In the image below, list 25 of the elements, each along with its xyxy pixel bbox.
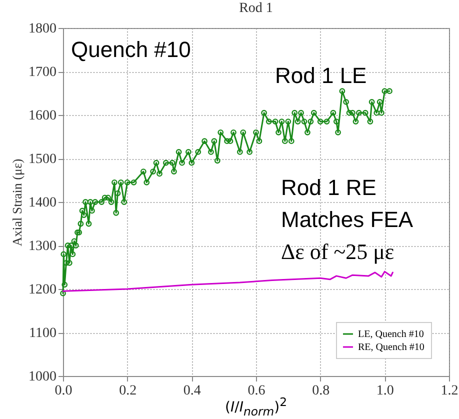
y-tick-label: 1000	[28, 370, 56, 384]
y-tick-label: 1300	[28, 239, 56, 254]
y-tick-label: 1100	[29, 326, 56, 341]
y-tick-label: 1500	[28, 152, 56, 167]
annotation: Rod 1 RE	[281, 175, 376, 200]
y-axis-title: Axial Strain (με)	[10, 158, 24, 246]
y-tick-label: 1400	[28, 196, 56, 210]
line-series	[62, 270, 394, 292]
y-tick-label: 1200	[28, 282, 56, 298]
x-tick-label: 1.0	[376, 384, 394, 398]
x-tick-label: 0.0	[54, 384, 72, 398]
y-tick-label: 1600	[28, 108, 56, 124]
y-tick-label: 1700	[28, 65, 56, 80]
x-tick-label: 0.2	[119, 384, 137, 398]
annotation: Rod 1 LE	[275, 63, 367, 88]
legend-label: LE, Quench #10	[358, 329, 424, 340]
x-tick-label: 0.4	[183, 384, 201, 398]
annotation: Δε of ~25 με	[281, 239, 394, 264]
annotation: Quench #10	[71, 37, 191, 62]
x-tick-label: 0.8	[312, 384, 330, 398]
annotation: Matches FEA	[281, 207, 414, 232]
x-tick-label: 1.2	[440, 384, 458, 398]
legend-label: RE, Quench #10	[358, 342, 424, 353]
y-tick-label: 1800	[28, 22, 56, 36]
chart-title: Rod 1	[239, 1, 273, 16]
